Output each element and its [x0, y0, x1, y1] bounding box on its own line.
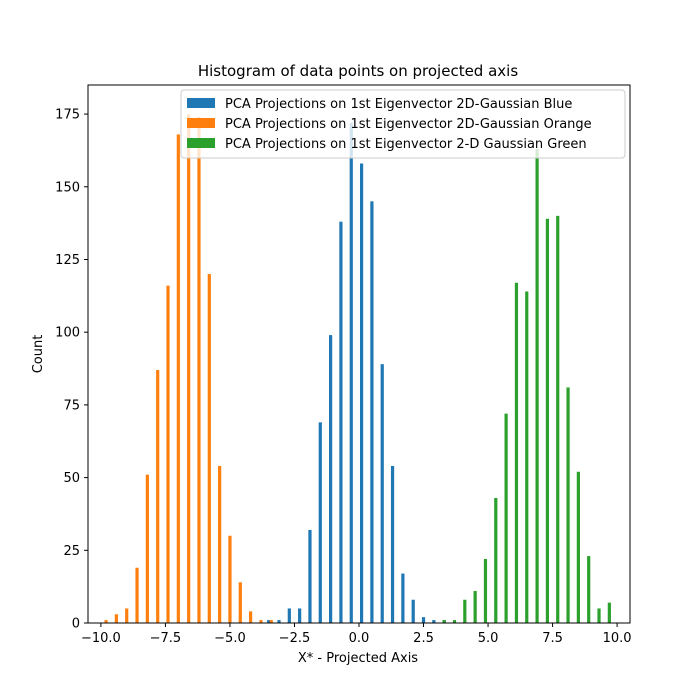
- chart-title: Histogram of data points on projected ax…: [198, 62, 518, 80]
- bar-series-2: [607, 602, 611, 623]
- x-tick-label: −2.5: [279, 631, 311, 646]
- bar-series-2: [597, 608, 601, 623]
- bar-series-1: [135, 567, 139, 623]
- x-axis-ticks: −10.0 −7.5 −5.0 −2.5 0.0 2.5 5.0 7.5 10.0: [81, 623, 632, 646]
- bar-series-1: [269, 620, 273, 623]
- legend-swatch: [187, 138, 215, 148]
- legend-box: [180, 89, 626, 159]
- legend-swatch: [187, 98, 215, 108]
- legend-entry-label: PCA Projections on 1st Eigenvector 2-D G…: [225, 137, 587, 152]
- bar-series-1: [176, 134, 180, 623]
- bar-series-1: [218, 465, 222, 623]
- y-tick-label: 75: [63, 398, 80, 413]
- y-axis-label: Count: [31, 335, 46, 374]
- bar-series-2: [514, 282, 519, 623]
- bar-series-2: [525, 291, 529, 623]
- bar-series-1: [249, 611, 253, 623]
- bar-series-0: [359, 163, 364, 623]
- x-tick-label: 7.5: [542, 631, 563, 646]
- legend-swatch: [187, 118, 215, 128]
- bar-series-0: [401, 573, 405, 623]
- bar-series-0: [308, 529, 312, 623]
- x-tick-label: −5.0: [214, 631, 246, 646]
- bar-series-1: [238, 582, 242, 623]
- y-tick-label: 0: [72, 617, 80, 632]
- bar-series-1: [104, 620, 108, 623]
- bar-series-0: [390, 465, 395, 623]
- bar-series-0: [370, 201, 374, 623]
- bar-series-0: [432, 620, 436, 623]
- x-tick-label: 5.0: [478, 631, 499, 646]
- bar-series-0: [349, 122, 353, 623]
- y-tick-label: 50: [63, 471, 80, 486]
- x-tick-label: −10.0: [81, 631, 121, 646]
- bar-series-0: [277, 620, 281, 623]
- bar-series-0: [411, 599, 415, 623]
- bar-series-2: [442, 620, 446, 623]
- bar-series-0: [339, 221, 343, 623]
- bar-series-2: [556, 215, 560, 624]
- x-tick-label: −7.5: [150, 631, 182, 646]
- bar-series-0: [318, 422, 322, 623]
- legend-entry-label: PCA Projections on 1st Eigenvector 2D-Ga…: [225, 97, 572, 112]
- x-axis-label: X* - Projected Axis: [298, 651, 418, 666]
- bar-series-0: [421, 617, 426, 623]
- bar-series-2: [504, 413, 508, 623]
- bar-series-1: [156, 369, 160, 623]
- bar-series-1: [197, 116, 201, 624]
- y-tick-label: 125: [55, 253, 80, 268]
- legend-entry-label: PCA Projections on 1st Eigenvector 2D-Ga…: [225, 117, 592, 132]
- bar-series-2: [535, 148, 539, 624]
- legend: PCA Projections on 1st Eigenvector 2D-Ga…: [180, 89, 626, 159]
- bar-series-2: [452, 620, 457, 623]
- bar-series-2: [576, 471, 580, 623]
- bar-series-2: [566, 387, 570, 623]
- bar-series-1: [228, 535, 232, 623]
- bar-series-2: [545, 218, 550, 623]
- y-tick-label: 150: [55, 180, 80, 195]
- bar-series-1: [114, 614, 118, 623]
- y-tick-label: 100: [55, 326, 80, 341]
- bar-series-1: [207, 274, 211, 623]
- x-tick-label: 2.5: [413, 631, 434, 646]
- bar-series-2: [494, 497, 498, 623]
- bar-series-2: [483, 559, 488, 623]
- bar-series-1: [187, 114, 191, 623]
- bar-series-0: [287, 608, 291, 623]
- bar-series-0: [267, 620, 271, 623]
- bar-series-2: [473, 591, 477, 623]
- bar-series-1: [259, 620, 263, 623]
- y-axis-ticks: 0 25 50 75 100 125 150 175: [55, 108, 88, 632]
- x-tick-label: 0.0: [349, 631, 370, 646]
- bar-series-2: [587, 556, 591, 623]
- bar-series-2: [463, 599, 467, 623]
- bar-series-1: [145, 474, 149, 623]
- bar-series-0: [380, 364, 384, 623]
- bar-series-0: [298, 608, 302, 623]
- y-tick-label: 175: [55, 108, 80, 123]
- bar-series-1: [125, 608, 129, 623]
- bar-series-1: [166, 285, 170, 623]
- y-tick-label: 25: [63, 544, 80, 559]
- bars-layer: [104, 114, 611, 624]
- x-tick-label: 10.0: [603, 631, 632, 646]
- bar-series-0: [329, 335, 333, 623]
